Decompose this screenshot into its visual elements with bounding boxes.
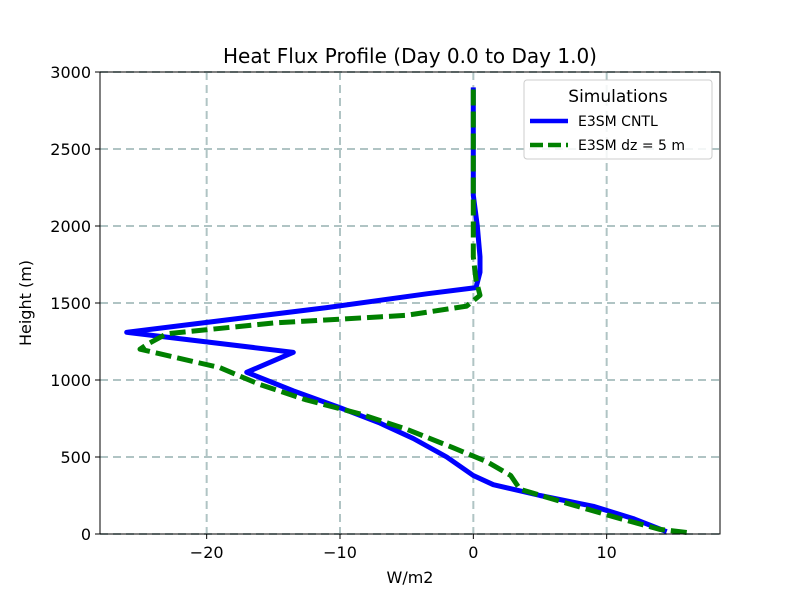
y-axis-label: Height (m) xyxy=(16,260,35,346)
chart-title: Heat Flux Profile (Day 0.0 to Day 1.0) xyxy=(223,44,597,68)
x-axis-label: W/m2 xyxy=(387,568,434,587)
legend-label-e3sm-cntl: E3SM CNTL xyxy=(578,114,658,130)
y-tick-label: 1000 xyxy=(50,371,91,390)
legend-title: Simulations xyxy=(568,87,668,107)
y-tick-label: 500 xyxy=(60,448,91,467)
series-line-e3sm-dz5 xyxy=(137,84,687,535)
legend: Simulations E3SM CNTL E3SM dz = 5 m xyxy=(523,79,713,160)
x-tick-label: 0 xyxy=(468,543,478,562)
y-tick-label: 2000 xyxy=(50,217,91,236)
x-axis-ticks: −20 −10 0 10 xyxy=(190,534,617,562)
x-tick-label: −20 xyxy=(190,543,224,562)
x-tick-label: −10 xyxy=(323,543,357,562)
x-tick-label: 10 xyxy=(596,543,616,562)
y-axis-ticks: 0 500 1000 1500 2000 2500 3000 xyxy=(50,63,100,544)
legend-box xyxy=(523,79,713,160)
series-lines xyxy=(124,84,687,535)
y-tick-label: 1500 xyxy=(50,294,91,313)
legend-label-e3sm-dz5: E3SM dz = 5 m xyxy=(578,138,685,154)
y-tick-label: 0 xyxy=(81,525,91,544)
y-tick-label: 2500 xyxy=(50,140,91,159)
series-line-e3sm-cntl xyxy=(124,87,668,535)
y-tick-label: 3000 xyxy=(50,63,91,82)
